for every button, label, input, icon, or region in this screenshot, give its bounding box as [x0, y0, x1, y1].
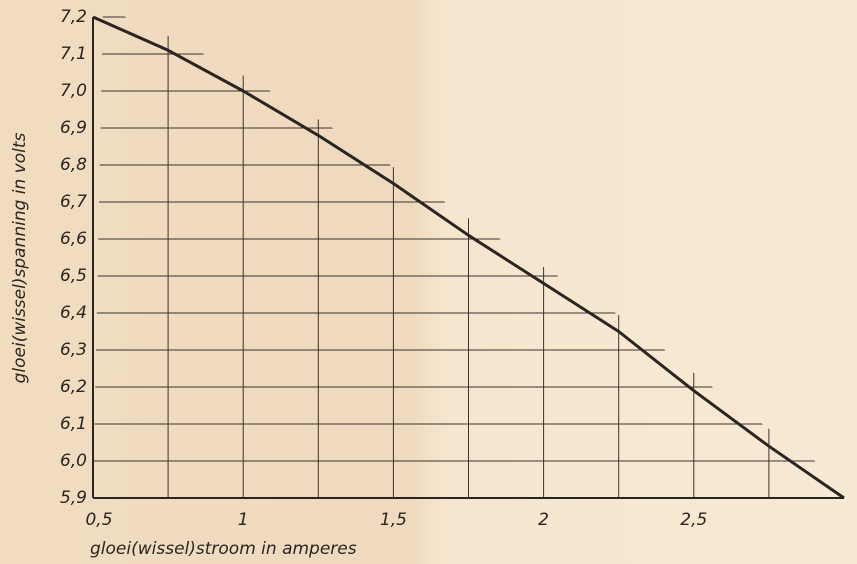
x-tick-label: 2,5 — [680, 510, 707, 530]
y-axis-title: gloei(wissel)spanning in volts — [10, 132, 30, 383]
y-tick-label: 5,9 — [60, 488, 87, 508]
x-tick-label: 1,5 — [380, 510, 407, 530]
y-tick-label: 6,7 — [60, 192, 87, 212]
y-tick-label: 6,3 — [60, 340, 87, 360]
y-tick-label: 6,0 — [60, 451, 87, 471]
x-axis-title: gloei(wissel)stroom in amperes — [90, 539, 357, 559]
y-tick-label: 6,6 — [60, 229, 87, 249]
y-tick-label: 6,5 — [60, 266, 87, 286]
y-tick-label: 7,2 — [60, 7, 87, 27]
x-tick-label: 0,5 — [85, 510, 112, 530]
y-tick-label: 6,1 — [60, 414, 87, 434]
y-tick-label: 6,4 — [60, 303, 87, 323]
y-tick-label: 7,0 — [60, 81, 87, 101]
line-series — [92, 15, 845, 500]
y-tick-label: 7,1 — [60, 44, 87, 64]
x-tick-label: 2 — [538, 510, 549, 530]
x-tick-label: 1 — [238, 510, 249, 530]
y-tick-label: 6,2 — [60, 377, 87, 397]
y-tick-label: 6,8 — [60, 155, 87, 175]
y-tick-label: 6,9 — [60, 118, 87, 138]
